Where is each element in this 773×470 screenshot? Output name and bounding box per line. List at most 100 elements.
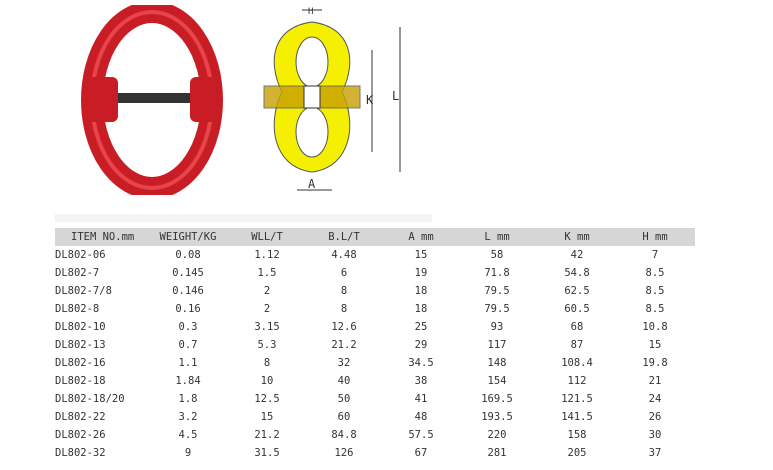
table-cell: DL802-22 — [55, 411, 106, 423]
table-cell: 126 — [334, 447, 354, 459]
table-cell: 12.6 — [331, 321, 357, 333]
table-cell: DL802-26 — [55, 429, 106, 441]
table-cell: DL802-18 — [55, 375, 106, 387]
column-header: L mm — [484, 231, 510, 243]
table-cell: 30 — [648, 429, 662, 441]
table-cell: 25 — [414, 321, 428, 333]
table-cell: 79.5 — [484, 303, 510, 315]
table-cell: 40 — [337, 375, 351, 387]
table-row: DL802-8 0.16 2 8 18 79.5 60.5 8.5 — [55, 300, 695, 318]
table-cell: 154 — [487, 375, 507, 387]
table-cell: 67 — [414, 447, 428, 459]
table-cell: 158 — [567, 429, 587, 441]
table-cell: 2 — [263, 285, 271, 297]
table-cell: 37 — [648, 447, 662, 459]
table-cell: 1.8 — [178, 393, 198, 405]
table-row: DL802-16 1.1 8 32 34.5 148 108.4 19.8 — [55, 354, 695, 372]
table-cell: DL802-32 — [55, 447, 106, 459]
table-cell: 31.5 — [254, 447, 280, 459]
table-cell: DL802-06 — [55, 249, 106, 261]
table-cell: 10 — [260, 375, 274, 387]
table-cell: 1.5 — [257, 267, 277, 279]
label-a: A — [308, 177, 316, 191]
table-cell: 0.146 — [172, 285, 204, 297]
table-cell: 0.16 — [175, 303, 201, 315]
table-cell: 93 — [490, 321, 504, 333]
table-cell: DL802-10 — [55, 321, 106, 333]
table-row: DL802-32 9 31.5 126 67 281 205 37 — [55, 444, 695, 462]
table-cell: 220 — [487, 429, 507, 441]
table-row: DL802-26 4.5 21.2 84.8 57.5 220 158 30 — [55, 426, 695, 444]
table-cell: 10.8 — [642, 321, 668, 333]
table-row: DL802-7 0.145 1.5 6 19 71.8 54.8 8.5 — [55, 264, 695, 282]
table-cell: 26 — [648, 411, 662, 423]
table-cell: 0.7 — [178, 339, 198, 351]
table-cell: 169.5 — [481, 393, 513, 405]
table-row: DL802-18 1.84 10 40 38 154 112 21 — [55, 372, 695, 390]
table-cell: DL802-8 — [55, 303, 100, 315]
table-cell: 24 — [648, 393, 662, 405]
table-cell: 8 — [340, 303, 348, 315]
table-cell: 8.5 — [645, 303, 665, 315]
separator — [55, 214, 432, 222]
table-row: DL802-06 0.08 1.12 4.48 15 58 42 7 — [55, 246, 695, 264]
table-cell: 281 — [487, 447, 507, 459]
column-header: H mm — [642, 231, 668, 243]
table-cell: 57.5 — [408, 429, 434, 441]
table-cell: DL802-13 — [55, 339, 106, 351]
table-cell: 2 — [263, 303, 271, 315]
table-cell: 8 — [263, 357, 271, 369]
table-cell: 19.8 — [642, 357, 668, 369]
table-cell: 7 — [651, 249, 659, 261]
table-cell: 29 — [414, 339, 428, 351]
table-cell: 6 — [340, 267, 348, 279]
table-cell: 60.5 — [564, 303, 590, 315]
column-header: B.L/T — [328, 231, 360, 243]
table-cell: 21.2 — [331, 339, 357, 351]
table-cell: 108.4 — [561, 357, 593, 369]
column-header: WLL/T — [251, 231, 283, 243]
table-cell: 15 — [414, 249, 428, 261]
table-cell: 8.5 — [645, 267, 665, 279]
table-row: DL802-22 3.2 15 60 48 193.5 141.5 26 — [55, 408, 695, 426]
table-row: DL802-18/20 1.8 12.5 50 41 169.5 121.5 24 — [55, 390, 695, 408]
table-cell: 205 — [567, 447, 587, 459]
table-cell: 18 — [414, 303, 428, 315]
column-header: ITEM NO.mm — [71, 231, 135, 243]
table-cell: 38 — [414, 375, 428, 387]
table-cell: 68 — [570, 321, 584, 333]
label-k: K — [366, 93, 374, 107]
table-cell: 112 — [567, 375, 587, 387]
table-cell: 0.3 — [178, 321, 198, 333]
table-cell: DL802-7 — [55, 267, 100, 279]
table-cell: 5.3 — [257, 339, 277, 351]
dimension-diagram: H K L A — [263, 7, 401, 191]
table-cell: 54.8 — [564, 267, 590, 279]
column-header: A mm — [408, 231, 434, 243]
table-cell: 19 — [414, 267, 428, 279]
table-cell: 193.5 — [481, 411, 513, 423]
table-cell: 12.5 — [254, 393, 280, 405]
table-cell: 87 — [570, 339, 584, 351]
red-connecting-link-photo — [81, 5, 223, 195]
table-row: DL802-13 0.7 5.3 21.2 29 117 87 15 — [55, 336, 695, 354]
table-cell: 1.1 — [178, 357, 198, 369]
table-cell: 21 — [648, 375, 662, 387]
specification-table: ITEM NO.mm WEIGHT/KG WLL/T B.L/T A mm L mm K m… — [55, 228, 695, 462]
table-cell: 50 — [337, 393, 351, 405]
table-cell: 15 — [260, 411, 274, 423]
table-cell: 0.145 — [172, 267, 204, 279]
table-cell: 21.2 — [254, 429, 280, 441]
table-cell: 48 — [414, 411, 428, 423]
table-cell: 9 — [184, 447, 192, 459]
table-cell: 41 — [414, 393, 428, 405]
table-cell: DL802-16 — [55, 357, 106, 369]
table-cell: 121.5 — [561, 393, 593, 405]
table-cell: 1.84 — [175, 375, 201, 387]
table-cell: DL802-7/8 — [55, 285, 112, 297]
table-cell: 62.5 — [564, 285, 590, 297]
table-header: ITEM NO.mm WEIGHT/KG WLL/T B.L/T A mm L mm K m… — [55, 228, 695, 246]
table-cell: 34.5 — [408, 357, 434, 369]
table-cell: 4.5 — [178, 429, 198, 441]
table-cell: 58 — [490, 249, 504, 261]
